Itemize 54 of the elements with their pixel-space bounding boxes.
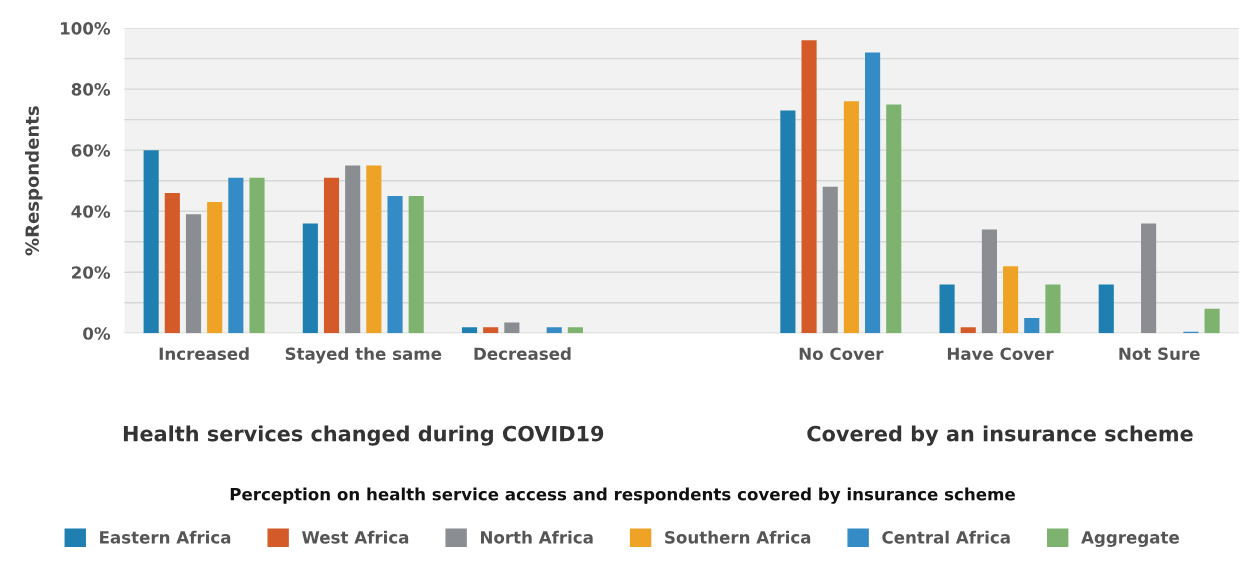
bar xyxy=(143,150,159,334)
bar xyxy=(504,322,520,334)
text: Covered by an insurance scheme xyxy=(807,425,1193,446)
bar xyxy=(408,195,424,334)
bar xyxy=(822,186,838,334)
y-tick-label: 80% xyxy=(71,83,111,96)
legend-label: Aggregate xyxy=(1081,531,1179,547)
bar xyxy=(960,327,976,334)
legend-label: North Africa xyxy=(481,530,593,544)
bar xyxy=(1045,284,1061,334)
bar xyxy=(185,214,202,334)
x-tick-label: Not Sure xyxy=(1119,347,1200,361)
bar xyxy=(387,195,403,334)
bar xyxy=(865,52,881,334)
bar xyxy=(801,40,817,334)
bar xyxy=(546,327,562,334)
legend-label: Central Africa xyxy=(882,530,1010,544)
bar xyxy=(228,177,244,334)
bar xyxy=(780,110,796,334)
bar xyxy=(461,327,478,334)
x-tick-label: No Cover xyxy=(799,347,884,361)
y-tick-label: 20% xyxy=(72,266,111,279)
x-tick-label: Decreased xyxy=(474,347,571,361)
x-tick-label: Stayed the same xyxy=(285,347,442,364)
bar xyxy=(345,165,361,334)
bar xyxy=(843,101,859,334)
y-tick-label: 60% xyxy=(71,144,111,157)
bar xyxy=(1204,308,1220,334)
bar xyxy=(1003,266,1019,334)
bar xyxy=(1024,318,1040,334)
legend-label: Eastern Africa xyxy=(100,530,231,544)
legend-label: West Africa xyxy=(301,530,409,544)
text: Perception on health service access and respondents covered by insurance scheme xyxy=(230,487,1015,504)
bar xyxy=(302,223,318,334)
y-tick-label: 40% xyxy=(71,205,111,218)
bar xyxy=(164,192,180,334)
y-axis-title: %Respondents xyxy=(24,106,43,256)
bar xyxy=(1141,223,1157,334)
bar xyxy=(939,284,955,334)
bar xyxy=(1098,284,1114,334)
bar xyxy=(483,327,499,334)
x-tick-label: Have Cover xyxy=(947,347,1054,361)
bar xyxy=(207,202,223,334)
x-tick-label: Increased xyxy=(159,347,249,361)
bar xyxy=(567,327,583,334)
bar xyxy=(323,177,340,334)
bar xyxy=(981,229,997,334)
y-tick-label: 100% xyxy=(61,22,111,35)
bar xyxy=(366,165,382,334)
legend-label: Southern Africa xyxy=(665,530,811,544)
bar xyxy=(886,104,902,334)
bar xyxy=(249,177,265,334)
y-tick-label: 0% xyxy=(83,327,111,340)
text: Health services changed during COVID19 xyxy=(123,425,604,446)
